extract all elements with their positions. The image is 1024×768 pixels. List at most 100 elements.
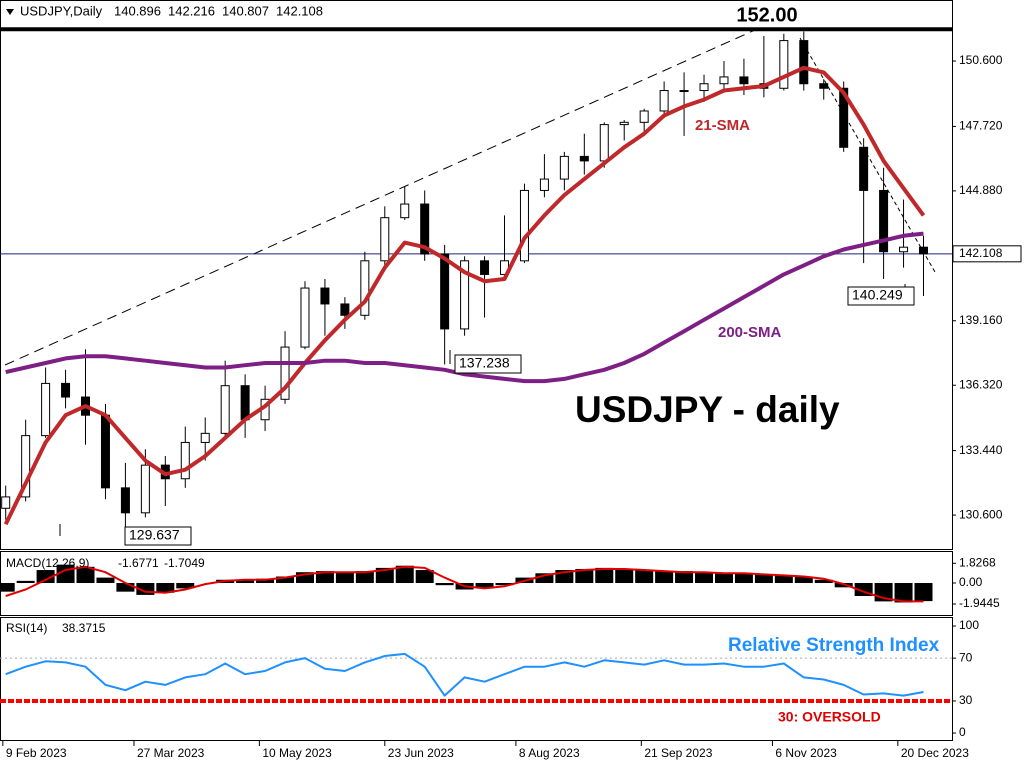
y-tick-label: 0 (959, 725, 966, 739)
macd-bar (774, 575, 793, 584)
macd-bar (734, 573, 753, 584)
macd-bar (236, 579, 255, 584)
macd-bar (595, 567, 614, 584)
readout: -1.6771 (118, 556, 159, 570)
candle-body (220, 385, 230, 434)
candle-body (559, 155, 569, 180)
macd-bar (655, 571, 674, 584)
candle-body (440, 253, 450, 330)
label-box (847, 286, 915, 306)
macd-bar (276, 576, 295, 584)
candle-body (579, 155, 589, 162)
candle-body (340, 303, 350, 316)
candle-body (420, 203, 430, 255)
dropdown-icon (6, 9, 14, 15)
rsi-panel (0, 617, 953, 741)
readout: -1.7049 (164, 556, 205, 570)
y-tick-label: 136.320 (959, 377, 1003, 391)
macd-bar (116, 583, 135, 592)
readout: 38.3715 (62, 621, 106, 635)
macd-bar (375, 567, 394, 584)
macd-bar (834, 583, 853, 588)
low-label: 137.238 (459, 355, 510, 371)
sma-label: 200-SMA (718, 324, 782, 341)
macd-label: MACD(12,26,9) (6, 556, 89, 570)
y-tick-label: 1.8268 (959, 555, 996, 569)
macd-bar (156, 583, 175, 593)
candle-body (120, 487, 130, 514)
candle-body (839, 87, 849, 148)
y-tick-label: 30 (959, 693, 973, 707)
macd-bar (335, 572, 354, 584)
candle-body (480, 260, 490, 275)
sma-label: 21-SMA (695, 117, 750, 134)
candle-body (659, 90, 669, 112)
sma-line (5, 231, 924, 384)
macd-bar (395, 565, 414, 584)
y-tick-label: 70 (959, 650, 973, 664)
x-tick-label: 20 Dec 2023 (901, 746, 969, 760)
readout: 142.216 (168, 3, 215, 18)
macd-bar (36, 570, 55, 584)
y-tick-label: -1.9445 (959, 596, 1000, 610)
candle-body (100, 414, 110, 489)
label-box (454, 354, 522, 374)
candle-body (719, 76, 729, 85)
candle-body (1, 496, 11, 509)
readout: 140.807 (222, 3, 269, 18)
rsi-label: RSI(14) (6, 621, 47, 635)
macd-bar (675, 571, 694, 584)
candle-body (799, 40, 809, 85)
candle-body (859, 146, 869, 191)
price-label: 142.108 (959, 246, 1003, 260)
candle-body (899, 246, 909, 253)
y-tick-label: 150.600 (959, 53, 1003, 67)
main-panel (0, 0, 953, 550)
macd-bar (575, 568, 594, 584)
y-tick-label: 130.600 (959, 507, 1003, 521)
x-tick-label: 27 Mar 2023 (137, 746, 205, 760)
macd-bar (16, 580, 35, 584)
macd-bar (96, 577, 115, 584)
candle-body (240, 385, 250, 421)
annotation: Relative Strength Index (728, 635, 940, 656)
chart-title: USDJPY - daily (575, 389, 840, 430)
macd-bar (714, 573, 733, 584)
readout: 142.108 (276, 3, 323, 18)
candle-body (61, 382, 71, 398)
x-tick-label: 6 Nov 2023 (775, 746, 837, 760)
candle-body (679, 90, 689, 93)
candle-body (140, 464, 150, 514)
macd-bar (495, 583, 514, 586)
candle-body (699, 83, 709, 92)
candle-body (619, 121, 629, 126)
rsi-line (5, 652, 924, 697)
label-box (124, 526, 192, 546)
candle-body (300, 287, 310, 348)
candle-body (599, 124, 609, 162)
macd-bar (695, 572, 714, 584)
macd-bar (635, 570, 654, 584)
annotation: 30: OVERSOLD (778, 709, 881, 725)
candle-body (21, 435, 31, 498)
macd-bar (315, 571, 334, 584)
candle-body (320, 287, 330, 305)
sma-line (3, 65, 926, 526)
macd-bar (615, 568, 634, 584)
readout: 140.896 (114, 3, 161, 18)
y-tick-label: 0.00 (959, 575, 983, 589)
x-tick-label: 9 Feb 2023 (6, 746, 67, 760)
candle-body (280, 346, 290, 400)
candle-body (879, 189, 889, 253)
y-tick-label: 100 (959, 618, 979, 632)
macd-bar (435, 583, 454, 586)
macd-bar (415, 570, 434, 584)
x-tick-label: 21 Sep 2023 (644, 746, 712, 760)
header: USDJPY,Daily (20, 3, 103, 18)
macd-bar (0, 583, 15, 592)
macd-bar (176, 583, 195, 589)
price-box (952, 245, 1022, 263)
macd-bar (256, 578, 275, 584)
